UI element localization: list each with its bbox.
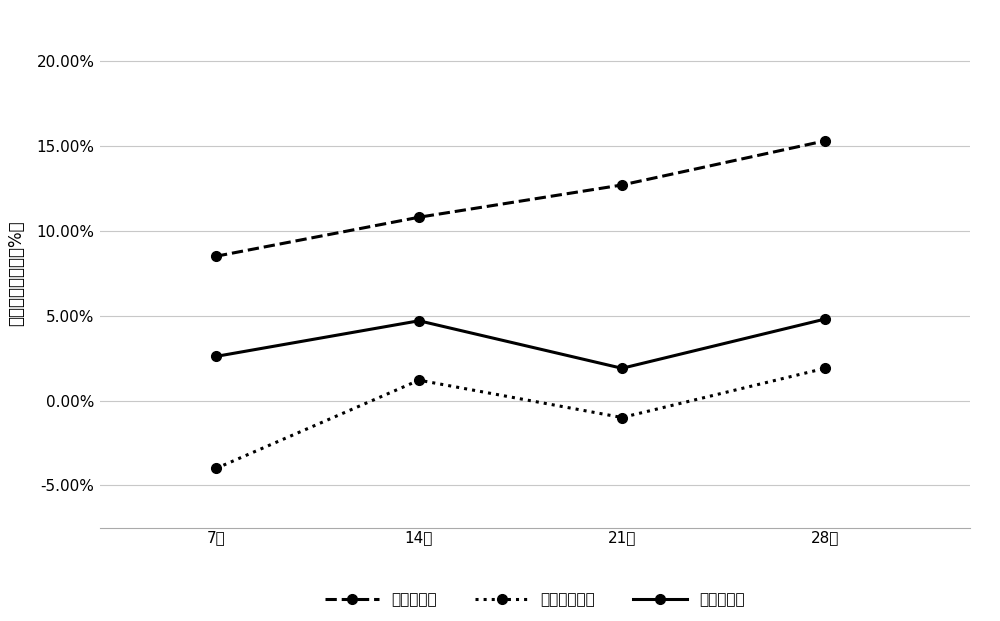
皂氨型洁面 bbox=[616, 365, 628, 372]
Line: 皂基型洁面: 皂基型洁面 bbox=[211, 136, 830, 261]
皂基型洁面 bbox=[210, 253, 222, 260]
氨基酸型洁面 bbox=[210, 465, 222, 472]
皂基型洁面 bbox=[413, 214, 425, 221]
Y-axis label: 水分散失增加量（%）: 水分散失增加量（%） bbox=[7, 220, 25, 326]
皂氨型洁面 bbox=[413, 317, 425, 325]
皂基型洁面 bbox=[616, 181, 628, 189]
皂基型洁面 bbox=[819, 137, 831, 145]
Line: 皂氨型洁面: 皂氨型洁面 bbox=[211, 314, 830, 373]
氨基酸型洁面 bbox=[616, 414, 628, 421]
Legend: 皂基型洁面, 氨基酸型洁面, 皂氨型洁面: 皂基型洁面, 氨基酸型洁面, 皂氨型洁面 bbox=[319, 586, 751, 614]
Line: 氨基酸型洁面: 氨基酸型洁面 bbox=[211, 363, 830, 473]
皂氨型洁面 bbox=[210, 353, 222, 360]
氨基酸型洁面 bbox=[413, 376, 425, 384]
皂氨型洁面 bbox=[819, 315, 831, 323]
氨基酸型洁面 bbox=[819, 365, 831, 372]
